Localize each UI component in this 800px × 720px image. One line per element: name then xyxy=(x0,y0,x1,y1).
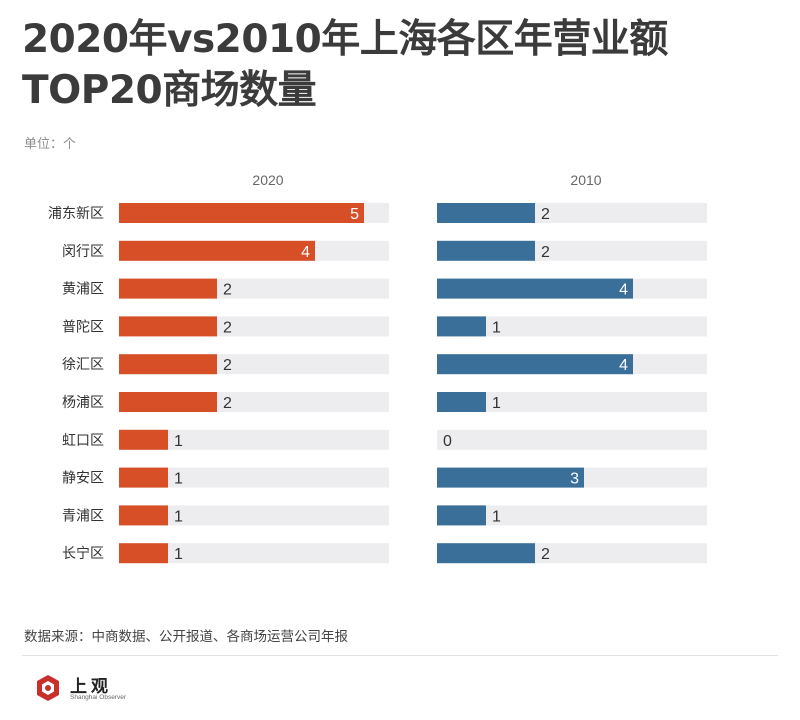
logo-mark-icon xyxy=(37,675,59,701)
logo-name-en: Shanghai Observer xyxy=(70,694,127,701)
data-label-2020: 2 xyxy=(223,357,232,374)
bar-2010 xyxy=(437,467,584,488)
data-label-2010: 1 xyxy=(492,319,501,336)
data-label-2010: 4 xyxy=(619,282,628,299)
data-label-2020: 2 xyxy=(223,395,232,412)
data-label-2020: 2 xyxy=(223,282,232,299)
data-label-2010: 2 xyxy=(541,206,550,223)
data-label-2020: 4 xyxy=(301,244,310,261)
category-label: 徐汇区 xyxy=(62,357,104,373)
chart-title: 2020年vs2010年上海各区年营业额TOP20商场数量 xyxy=(22,17,668,113)
data-label-2010: 2 xyxy=(541,244,550,261)
data-label-2010: 1 xyxy=(492,508,501,525)
category-label: 杨浦区 xyxy=(62,395,104,411)
bar-2010 xyxy=(437,240,535,261)
bar-2020 xyxy=(119,203,364,223)
bar-2020 xyxy=(119,240,315,261)
bar-track xyxy=(119,429,389,450)
unit-label: 单位：个 xyxy=(24,137,77,152)
bar-track xyxy=(437,429,707,450)
bar-track xyxy=(437,392,707,412)
category-label: 普陀区 xyxy=(62,319,104,335)
category-label: 静安区 xyxy=(62,471,104,487)
data-label-2020: 1 xyxy=(174,471,183,488)
data-label-2010: 0 xyxy=(443,433,452,450)
bar-2010 xyxy=(437,316,486,337)
series-header-2020: 2020 xyxy=(252,172,283,188)
bar-2020 xyxy=(119,429,168,450)
category-label: 青浦区 xyxy=(62,508,104,524)
bar-2010 xyxy=(437,278,633,299)
category-label: 闵行区 xyxy=(62,244,104,260)
data-label-2010: 2 xyxy=(541,546,550,563)
shanghai-observer-logo: 上观 Shanghai Observer xyxy=(34,672,144,708)
bar-2020 xyxy=(119,354,217,375)
logo-name-cn: 上观 xyxy=(70,677,112,697)
bar-2020 xyxy=(119,505,168,526)
series-header-2010: 2010 xyxy=(570,172,601,188)
bar-2010 xyxy=(437,543,535,564)
category-label: 浦东新区 xyxy=(48,206,104,222)
data-label-2010: 3 xyxy=(570,471,579,488)
bar-track xyxy=(437,316,707,337)
bar-chart: 2020 2010 浦东新区 5 2 闵行区 4 2 黄浦区 2 4 普陀区 2 1 徐汇区 2 4 杨浦区 2 1 虹… xyxy=(48,172,707,564)
bar-track xyxy=(119,505,389,526)
bar-2010 xyxy=(437,392,486,412)
data-label-2020: 5 xyxy=(350,206,359,223)
data-label-2020: 1 xyxy=(174,433,183,450)
bar-2020 xyxy=(119,467,168,488)
category-label: 虹口区 xyxy=(62,433,104,449)
data-label-2020: 1 xyxy=(174,546,183,563)
footer-divider xyxy=(22,655,778,656)
bar-2020 xyxy=(119,278,217,299)
data-source: 数据来源：中商数据、公开报道、各商场运营公司年报 xyxy=(24,629,348,645)
bar-2020 xyxy=(119,543,168,564)
bar-2010 xyxy=(437,505,486,526)
bar-2020 xyxy=(119,316,217,337)
data-label-2010: 1 xyxy=(492,395,501,412)
category-label: 长宁区 xyxy=(62,545,104,562)
data-label-2020: 1 xyxy=(174,508,183,525)
category-label: 黄浦区 xyxy=(62,281,104,298)
data-label-2010: 4 xyxy=(619,357,628,374)
bar-2010 xyxy=(437,203,535,223)
bar-track xyxy=(119,543,389,564)
bar-2020 xyxy=(119,392,217,412)
bar-track xyxy=(119,467,389,488)
data-label-2020: 2 xyxy=(223,319,232,336)
bar-track xyxy=(437,505,707,526)
bar-2010 xyxy=(437,354,633,375)
